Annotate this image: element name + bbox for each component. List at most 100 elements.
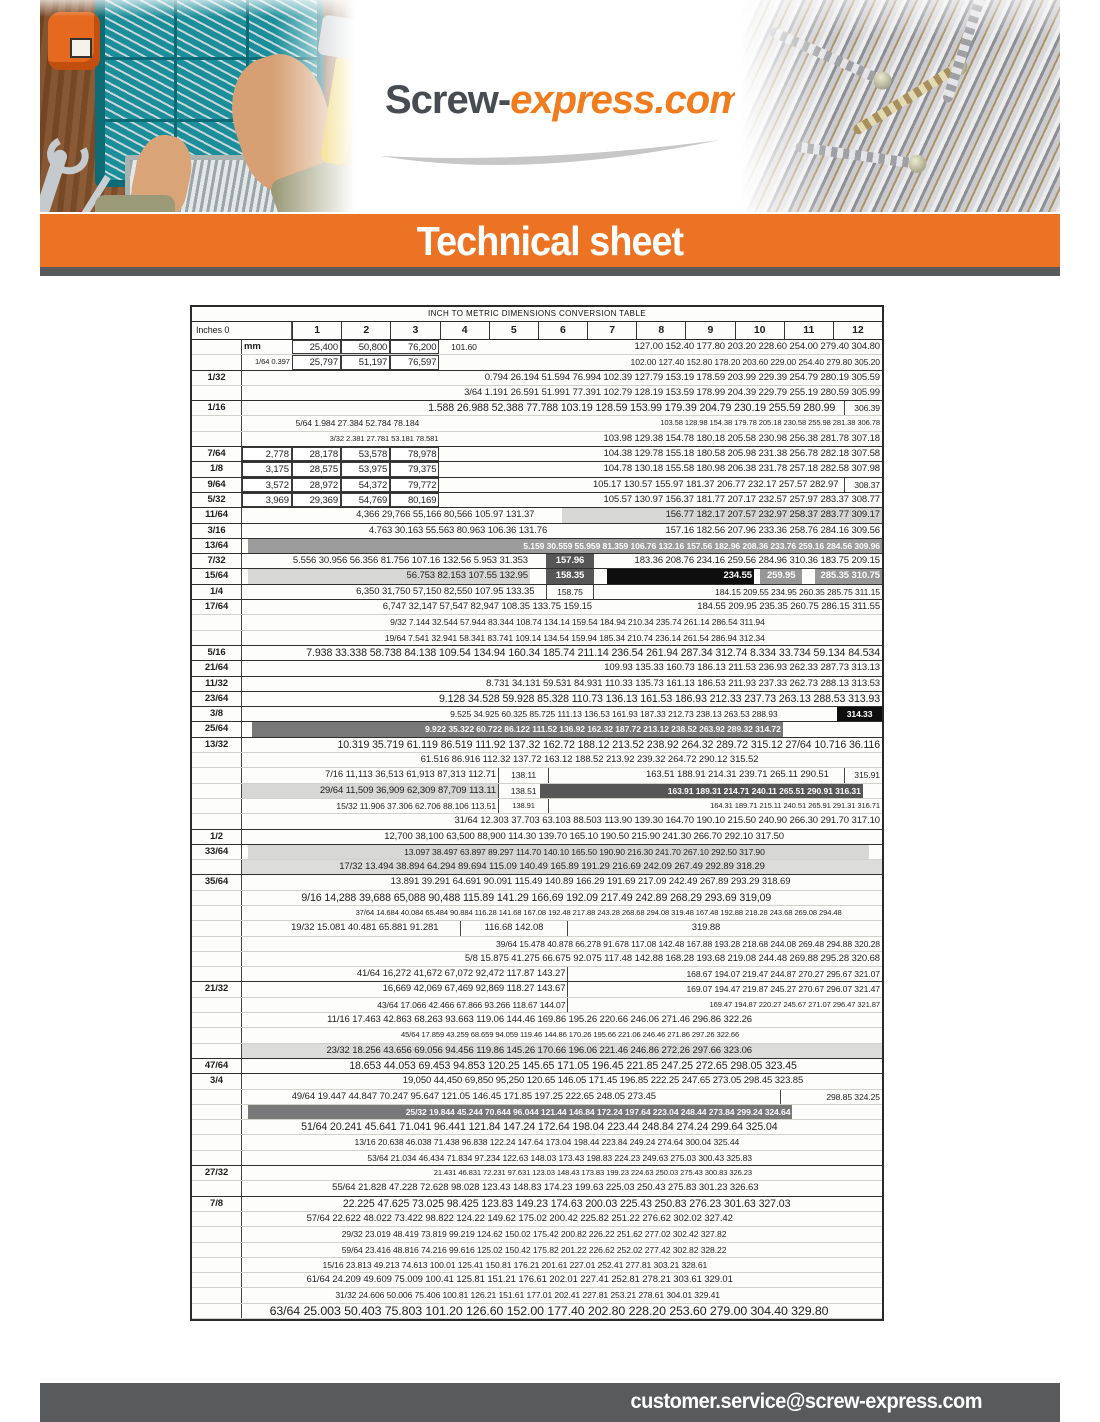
- cell-text: 29/32 23.019 48.419 73.819 99.219 124.62…: [341, 1229, 727, 1240]
- cell-text: 3/64 1.191 26.591 51.991 77.391 102.79 1…: [464, 386, 880, 398]
- cell-text: 63/64 25.003 50.403 75.803 101.20 126.60…: [269, 1303, 829, 1318]
- screwdriver-icon: [40, 174, 111, 212]
- footer-email: customer.service@screw-express.com: [630, 1390, 982, 1413]
- cell-text: 19/64 7.541 32.941 58.341 83.741 109.14 …: [384, 632, 765, 643]
- table-header-cells: 1 2 3 4 5 6 7 8 9 10 11 12: [292, 322, 882, 339]
- cell-text: 4,366 29,766 55,166 80,566 105.97 131.37: [356, 509, 535, 521]
- row-label: 3/4: [192, 1074, 242, 1089]
- row-label: [192, 1013, 242, 1028]
- cell-text: 104.38 129.78 155.18 180.58 205.98 231.3…: [603, 448, 881, 460]
- table-row: 17/32 13.494 38.894 64.294 89.694 115.09…: [192, 860, 882, 876]
- row-label: [192, 1181, 242, 1196]
- col-header: 9: [685, 322, 734, 339]
- cell-text: 285.35 310.75: [814, 569, 882, 584]
- table-row: 15/16 23.813 49.213 74.613 100.01 125.41…: [192, 1257, 882, 1274]
- wrench-icon: [40, 147, 69, 212]
- row-label: [192, 1043, 242, 1058]
- cell-text: 105.57 130.97 156.37 181.77 207.17 232.5…: [603, 493, 881, 505]
- row-label: 3/16: [192, 523, 242, 538]
- cell-text: 102.00 127.40 152.80 178.20 203.60 229.0…: [630, 357, 881, 368]
- table-row: 1/64 0.397 25,797 51,197 76,597 102.00 127.4…: [192, 355, 882, 371]
- table-row: 59/64 23.416 48.816 74.216 99.616 125.02…: [192, 1242, 882, 1258]
- table-row: 7/32 5.556 30.956 56.356 81.756 107.16 13…: [192, 553, 882, 570]
- cell-text: 21.431 46.831 72.231 97.631 123.03 148.4…: [433, 1168, 752, 1178]
- cell-text: 19/32 15.081 40.481 65.881 91.281: [291, 922, 439, 934]
- table-title: INCH TO METRIC DIMENSIONS CONVERSION TAB…: [192, 307, 882, 322]
- table-row: 29/64 11,509 36,909 62,309 87,709 113.11…: [192, 783, 882, 799]
- table-row: 1/8 3,175 28,575 53,975 79,375 104.78 130.18 …: [192, 461, 882, 478]
- table-row: 39/64 15.478 40.878 66.278 91.678 117.08…: [192, 936, 882, 952]
- table-row: 61.516 86.916 112.32 137.72 163.12 188.5…: [192, 753, 882, 769]
- banner-title: Technical sheet: [416, 218, 684, 264]
- table-row: 63/64 25.003 50.403 75.803 101.20 126.60…: [192, 1303, 882, 1319]
- cell-text: 1/64 0.397: [255, 357, 290, 367]
- cell-text: 319.88: [691, 922, 721, 934]
- conversion-table-body: mm 25,400 50,800 76,200 101.60 127.00 152.40 …: [192, 340, 882, 1319]
- row-label: [192, 1104, 242, 1120]
- table-row: 9/32 7.144 32.544 57.944 83.344 108.74 1…: [192, 615, 882, 631]
- cell-text: 9.922 35.322 60.722 86.122 111.52 136.92…: [251, 722, 783, 737]
- cell-text: 13.891 39.291 64.691 90.091 115.49 140.8…: [390, 876, 791, 888]
- table-row: 1/32 0.794 26.194 51.594 76.994 102.39 12…: [192, 369, 882, 386]
- cell-text: 184.15 209.55 234.95 260.35 285.75 311.1…: [715, 586, 880, 597]
- cell-text: 19,050 44,450 69,850 95,250 120.65 146.0…: [402, 1075, 804, 1087]
- screw-icon: [794, 141, 916, 169]
- cell-text: 1.588 26.988 52.388 77.788 103.19 128.59…: [428, 402, 836, 415]
- row-label: 1/8: [192, 462, 242, 477]
- col-header: 8: [636, 322, 685, 339]
- cell-text: 13/16 20.638 46.038 71.438 96.838 122.24…: [354, 1137, 740, 1148]
- row-label: [192, 768, 242, 783]
- col-header: 4: [439, 322, 489, 339]
- cell-text: 2,778: [242, 447, 292, 462]
- cell-text: 315.91: [843, 768, 882, 783]
- table-row: 5/8 15.875 41.275 66.675 92.075 117.48 1…: [192, 951, 882, 968]
- cell-text: 157.16 182.56 207.96 233.36 258.76 284.1…: [665, 524, 881, 536]
- row-label: [192, 936, 242, 951]
- cell-text: 9.128 34.528 59.928 85.328 110.73 136.13…: [439, 692, 880, 705]
- cell-text: 79,772: [390, 477, 440, 492]
- table-row: 3/4 19,050 44,450 69,850 95,250 120.65 14…: [192, 1073, 882, 1090]
- col-header: 6: [537, 322, 587, 339]
- row-label: [192, 1273, 242, 1288]
- table-row: 1/4 6,350 31,750 57,150 82,550 107.95 133…: [192, 583, 882, 601]
- row-label: 33/64: [192, 844, 242, 860]
- cell-text: 59/64 23.416 48.816 74.216 99.616 125.02…: [341, 1244, 727, 1255]
- cell-text: 234.55: [606, 569, 754, 584]
- cell-text: 78,978: [390, 447, 440, 462]
- table-row: 19/32 15.081 40.481 65.881 91.281 116.68 …: [192, 921, 882, 937]
- row-label: 7/32: [192, 554, 242, 569]
- row-label: [192, 951, 242, 967]
- table-row: 23/32 18.256 43.656 69.056 94.456 119.86…: [192, 1043, 882, 1059]
- table-row: 9/16 14,288 39,688 65,088 90,488 115.89 …: [192, 890, 882, 906]
- table-row: mm 25,400 50,800 76,200 101.60 127.00 152.40 …: [192, 340, 882, 356]
- row-label: 47/64: [192, 1058, 242, 1074]
- table-row: 9/64 3,572 28,972 54,372 79,772 105.17 130.57…: [192, 476, 882, 493]
- table-row: 1/16 1.588 26.988 52.388 77.788 103.19 12…: [192, 400, 882, 417]
- cell-text: 104.78 130.18 155.58 180.98 206.38 231.7…: [603, 463, 881, 475]
- row-label: 3/8: [192, 707, 242, 722]
- col-header: 12: [832, 322, 882, 339]
- screw-icon: [851, 63, 959, 137]
- cell-text: 158.35: [546, 569, 594, 584]
- cell-text: 61.516 86.916 112.32 137.72 163.12 188.5…: [420, 754, 759, 766]
- cell-text: 5/64 1.984 27.384 52.784 78.184: [295, 418, 420, 429]
- table-row: 61/64 24.209 49.609 75.009 100.41 125.81…: [192, 1273, 882, 1289]
- left-hand: [127, 130, 198, 212]
- col-header: 7: [587, 322, 636, 339]
- cell-text: 109.93 135.33 160.73 186.13 211.53 236.9…: [604, 662, 880, 674]
- row-label: [192, 615, 242, 630]
- col-header: 11: [783, 322, 833, 339]
- sleeve: [267, 150, 365, 212]
- cell-text: 116.68 142.08: [459, 921, 569, 936]
- row-label: 1/16: [192, 401, 242, 416]
- row-label: 1/32: [192, 370, 242, 385]
- table-row: 19/64 7.541 32.941 58.341 83.741 109.14 …: [192, 630, 882, 646]
- cell-text: 54,372: [341, 477, 391, 492]
- table-row: 13/16 20.638 46.038 71.438 96.838 122.24…: [192, 1135, 882, 1151]
- cell-text: 306.39: [843, 401, 882, 416]
- table-row: 7/16 11,113 36,513 61,913 87,313 112.71 1…: [192, 768, 882, 784]
- table-row: 21/32 16,669 42,069 67,469 92,869 118.27 …: [192, 981, 882, 998]
- tape-measure-icon: [48, 12, 100, 70]
- cell-text: 164.31 189.71 215.11 240.51 265.91 291.3…: [710, 800, 880, 810]
